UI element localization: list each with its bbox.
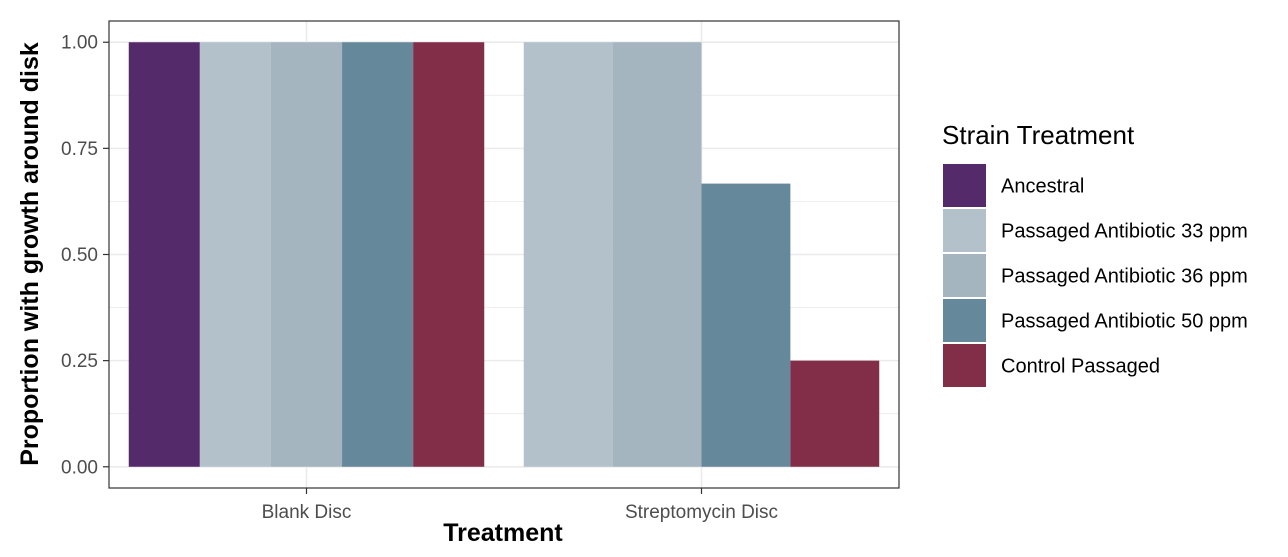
legend-item: Ancestral xyxy=(943,164,1084,207)
legend-key xyxy=(943,209,986,252)
y-tick-label: 1.00 xyxy=(61,33,98,54)
y-tick-label: 0.00 xyxy=(61,457,98,478)
legend-key xyxy=(943,164,986,207)
legend: Strain Treatment Ancestral Passaged Antib… xyxy=(942,120,1248,387)
legend-key xyxy=(943,299,986,342)
y-tick-label: 0.25 xyxy=(61,351,98,372)
legend-label: Ancestral xyxy=(1001,176,1084,198)
x-axis-title: Treatment xyxy=(443,519,563,547)
bar-streptomycin-disc-passaged-antibiotic-36-ppm xyxy=(612,42,702,467)
legend-item: Control Passaged xyxy=(943,344,1160,387)
x-tick-label: Blank Disc xyxy=(262,502,352,523)
legend-key xyxy=(943,344,986,387)
legend-label: Passaged Antibiotic 33 ppm xyxy=(1001,221,1248,243)
legend-item: Passaged Antibiotic 36 ppm xyxy=(943,254,1248,297)
bar-blank-disc-ancestral xyxy=(128,42,200,467)
legend-label: Control Passaged xyxy=(1001,356,1160,378)
bar-blank-disc-control-passaged xyxy=(413,42,485,467)
y-tick-label: 0.75 xyxy=(61,139,98,160)
plot-area xyxy=(108,20,900,489)
bar-streptomycin-disc-passaged-antibiotic-50-ppm xyxy=(701,183,791,467)
legend-items: Ancestral Passaged Antibiotic 33 ppm Passa… xyxy=(943,164,1248,387)
y-axis-title: Proportion with growth around disk xyxy=(16,42,44,466)
legend-item: Passaged Antibiotic 50 ppm xyxy=(943,299,1248,342)
x-tick-label: Streptomycin Disc xyxy=(625,502,778,523)
y-axis: 0.00 0.25 0.50 0.75 1.00 xyxy=(61,33,109,478)
bar-streptomycin-disc-passaged-antibiotic-33-ppm xyxy=(523,42,613,467)
legend-key xyxy=(943,254,986,297)
bar-blank-disc-passaged-antibiotic-33-ppm xyxy=(199,42,271,467)
legend-label: Passaged Antibiotic 50 ppm xyxy=(1001,311,1248,333)
legend-title: Strain Treatment xyxy=(942,120,1135,150)
legend-label: Passaged Antibiotic 36 ppm xyxy=(1001,266,1248,288)
legend-item: Passaged Antibiotic 33 ppm xyxy=(943,209,1248,252)
bar-streptomycin-disc-control-passaged xyxy=(790,360,880,467)
bar-blank-disc-passaged-antibiotic-50-ppm xyxy=(342,42,414,467)
y-tick-label: 0.50 xyxy=(61,245,98,266)
x-axis: Blank Disc Streptomycin Disc xyxy=(262,488,778,523)
bars xyxy=(128,42,880,467)
bar-blank-disc-passaged-antibiotic-36-ppm xyxy=(270,42,343,467)
